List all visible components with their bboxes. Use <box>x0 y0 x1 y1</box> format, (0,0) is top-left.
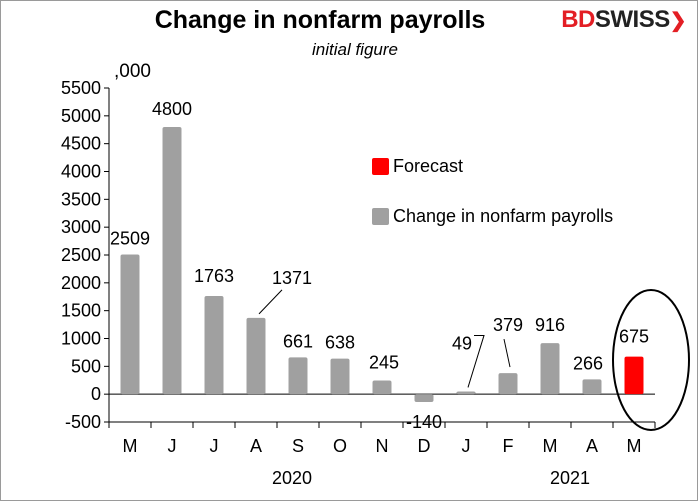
x-tick-label: M <box>627 436 642 456</box>
year-label: 2020 <box>272 468 312 488</box>
brand-logo-red: BD <box>561 6 595 33</box>
x-tick-label: D <box>418 436 431 456</box>
bar-actual <box>120 254 140 395</box>
bar-actual <box>414 394 434 402</box>
data-label: 1763 <box>194 266 234 286</box>
leader-line <box>258 289 283 315</box>
data-label: 661 <box>283 331 313 351</box>
y-tick-label: 4500 <box>61 134 101 154</box>
bar-actual <box>456 391 476 395</box>
bar-actual <box>498 373 518 395</box>
x-tick-label: A <box>250 436 262 456</box>
y-tick-label: 3000 <box>61 217 101 237</box>
bar-actual <box>288 357 308 395</box>
bar-actual <box>582 379 602 395</box>
brand-logo-dark: SWISS <box>594 6 670 33</box>
bar-actual <box>330 358 350 395</box>
bar-actual <box>162 126 182 395</box>
y-tick-label: -500 <box>65 412 101 432</box>
x-tick-label: O <box>333 436 347 456</box>
brand-logo: BDSWISS❯ <box>561 6 686 34</box>
x-tick-label: J <box>168 436 177 456</box>
x-tick-label: J <box>210 436 219 456</box>
bar-forecast <box>624 356 644 395</box>
data-label: 2509 <box>110 228 150 248</box>
y-tick-label: 4000 <box>61 162 101 182</box>
data-label: 379 <box>493 315 523 335</box>
x-tick-label: F <box>503 436 514 456</box>
x-tick-label: J <box>462 436 471 456</box>
x-tick-label: A <box>586 436 598 456</box>
chart-title: Change in nonfarm payrolls <box>154 6 486 34</box>
data-label: 49 <box>452 333 472 353</box>
y-tick-label: 2500 <box>61 245 101 265</box>
bar-actual <box>246 317 266 395</box>
x-tick-label: S <box>292 436 304 456</box>
x-tick-label: M <box>543 436 558 456</box>
data-label: 916 <box>535 315 565 335</box>
y-tick-label: 1000 <box>61 329 101 349</box>
data-label: 675 <box>619 327 649 347</box>
y-tick-label: 0 <box>91 384 101 404</box>
y-tick-label: 5000 <box>61 106 101 126</box>
data-label: 1371 <box>272 268 312 288</box>
y-tick-label: 500 <box>71 356 101 376</box>
legend-item-actual: Change in nonfarm payrolls <box>372 206 613 227</box>
data-label: 245 <box>369 353 399 373</box>
y-axis-unit: ,000 <box>114 61 151 82</box>
data-label: 266 <box>573 353 603 373</box>
bar-actual <box>204 296 224 395</box>
legend-label-actual: Change in nonfarm payrolls <box>393 206 614 226</box>
bar-actual <box>540 343 560 395</box>
year-label: 2021 <box>550 468 590 488</box>
y-tick-label: 3500 <box>61 189 101 209</box>
data-label: -140 <box>406 412 442 432</box>
leader-line <box>503 338 511 368</box>
bar-actual <box>372 380 392 395</box>
chart-subtitle: initial figure <box>312 40 398 59</box>
legend-item-forecast: Forecast <box>372 156 463 177</box>
y-tick-label: 1500 <box>61 301 101 321</box>
y-tick-label: 5500 <box>61 78 101 98</box>
legend-swatch-forecast <box>372 158 389 175</box>
highlight-circle <box>612 289 690 431</box>
data-label: 4800 <box>152 99 192 119</box>
legend-label-forecast: Forecast <box>393 156 464 176</box>
leader-line <box>467 334 485 388</box>
legend-swatch-actual <box>372 208 389 225</box>
brand-chevron-icon: ❯ <box>669 10 687 32</box>
y-tick-label: 2000 <box>61 273 101 293</box>
data-label: 638 <box>325 333 355 353</box>
x-tick-label: N <box>376 436 389 456</box>
x-tick-label: M <box>123 436 138 456</box>
